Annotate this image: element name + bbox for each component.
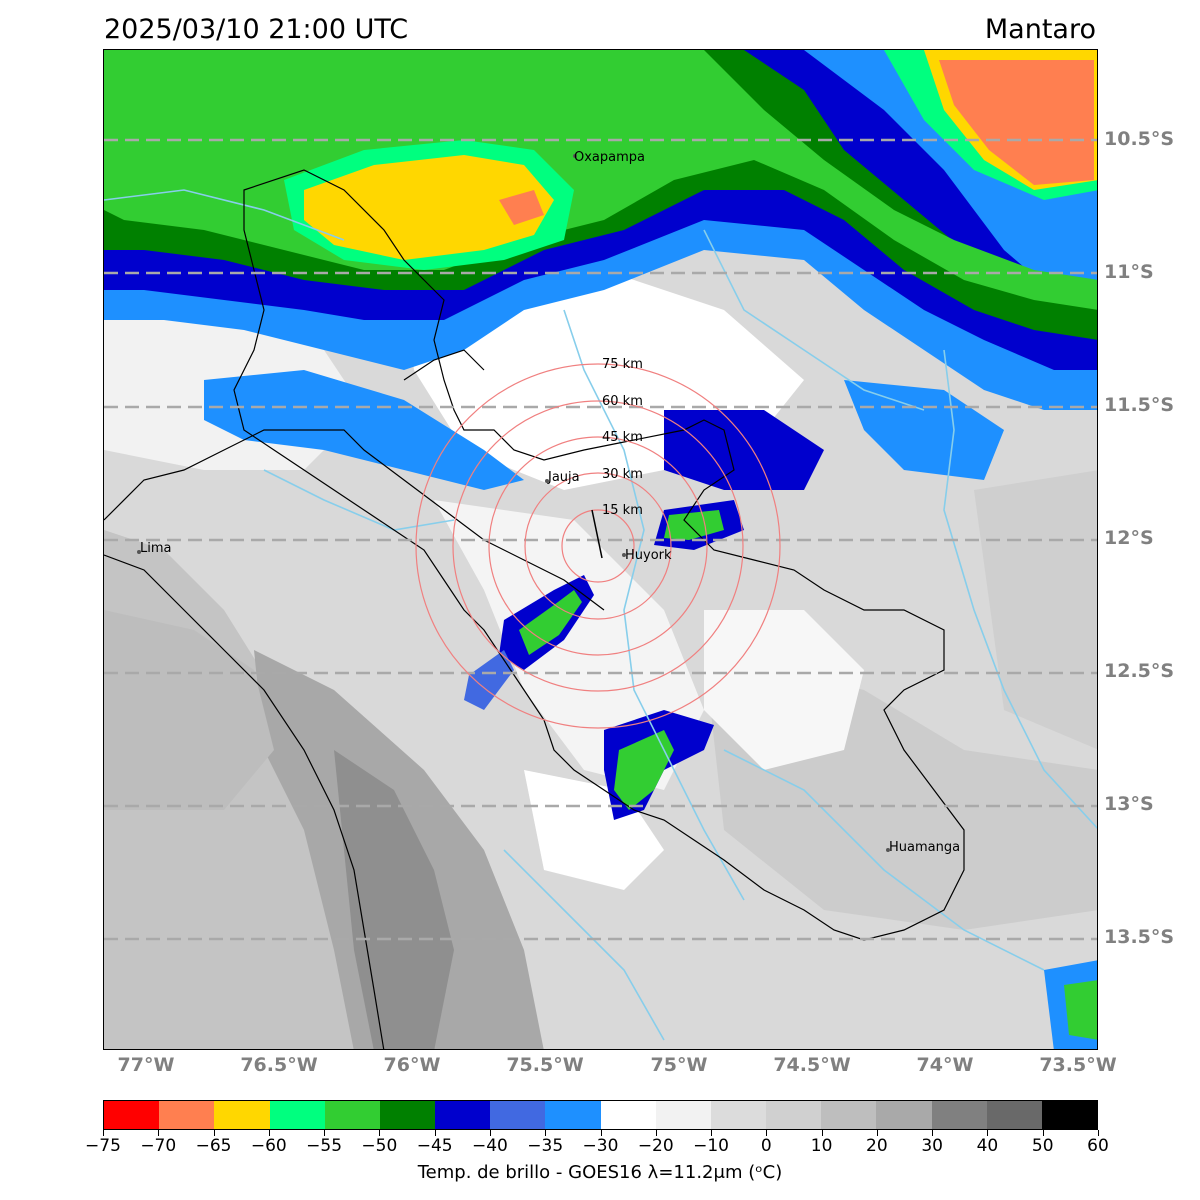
satellite-map: 15 km 30 km 45 km 60 km 75 km Oxapampa J…: [103, 49, 1098, 1050]
colorbar-tick-label: −45: [416, 1136, 453, 1156]
colorbar-tick-label: −10: [693, 1136, 729, 1156]
colorbar-tick-label: 40: [976, 1136, 999, 1156]
colorbar-tick: [932, 1130, 934, 1136]
colorbar-tick: [821, 1130, 823, 1136]
colorbar-cell: [655, 1101, 711, 1129]
colorbar-tick: [103, 1130, 104, 1136]
lon-label-76: 76°W: [383, 1054, 441, 1076]
lon-label-75: 75°W: [650, 1054, 708, 1076]
colorbar-cell: [710, 1101, 767, 1129]
colorbar-cell: [545, 1101, 601, 1129]
colorbar-cell: [931, 1101, 987, 1129]
station-marker: [591, 509, 603, 559]
lon-label-77: 77°W: [117, 1054, 175, 1076]
colorbar-tick: [545, 1130, 547, 1136]
ring-label-30: 30 km: [602, 467, 643, 482]
colorbar-cell: [324, 1101, 380, 1129]
lon-label-76-5: 76.5°W: [240, 1054, 318, 1076]
colorbar-tick-label: 60: [1087, 1136, 1109, 1156]
colorbar: [103, 1100, 1098, 1130]
lat-label-13-5: 13.5°S: [1104, 926, 1175, 948]
lon-label-73-5: 73.5°W: [1039, 1054, 1117, 1076]
colorbar-tick: [876, 1130, 878, 1136]
colorbar-cell: [876, 1101, 932, 1129]
colorbar-cell: [159, 1101, 215, 1129]
colorbar-tick: [213, 1130, 215, 1136]
colorbar-cell: [1041, 1101, 1098, 1129]
lon-label-74-5: 74.5°W: [773, 1054, 851, 1076]
colorbar-tick-label: −65: [195, 1136, 232, 1156]
colorbar-cell: [379, 1101, 436, 1129]
lat-label-11-5: 11.5°S: [1104, 394, 1175, 416]
colorbar-cell: [986, 1101, 1042, 1129]
colorbar-tick-label: 0: [760, 1136, 772, 1156]
ring-label-60: 60 km: [602, 394, 643, 409]
map-canvas: 15 km 30 km 45 km 60 km 75 km Oxapampa J…: [104, 50, 1097, 1049]
colorbar-tick: [158, 1130, 160, 1136]
colorbar-tick: [434, 1130, 436, 1136]
colorbar-cell: [766, 1101, 822, 1129]
colorbar-cell: [104, 1101, 160, 1129]
colorbar-cell: [821, 1101, 877, 1129]
colorbar-label: Temp. de brillo - GOES16 λ=11.2μm (ᵒC): [417, 1162, 783, 1183]
colorbar-tick-label: 20: [866, 1136, 888, 1156]
colorbar-tick-label: 10: [810, 1136, 833, 1156]
colorbar-cell: [214, 1101, 270, 1129]
colorbar-tick: [600, 1130, 602, 1136]
ring-label-15: 15 km: [602, 503, 643, 518]
colorbar-tick-label: −55: [306, 1136, 343, 1156]
colorbar-tick: [379, 1130, 381, 1136]
place-huamanga: Huamanga: [889, 840, 960, 855]
colorbar-cell: [435, 1101, 491, 1129]
ring-label-45: 45 km: [602, 430, 643, 445]
colorbar-tick-label: −60: [250, 1136, 287, 1156]
colorbar-tick: [489, 1130, 491, 1136]
colorbar-cell: [269, 1101, 325, 1129]
colorbar-tick-label: −30: [582, 1136, 619, 1156]
lat-label-11: 11°S: [1104, 261, 1154, 283]
colorbar-tick: [987, 1130, 989, 1136]
lat-label-12: 12°S: [1104, 527, 1154, 549]
place-lima: Lima: [140, 541, 171, 556]
region-title: Mantaro: [984, 14, 1096, 45]
lat-label-10-5: 10.5°S: [1104, 128, 1175, 150]
colorbar-tick: [766, 1130, 768, 1136]
lat-gridlines: [104, 138, 1097, 941]
colorbar-tick: [268, 1130, 270, 1136]
lat-label-13: 13°S: [1104, 793, 1154, 815]
colorbar-tick-label: 30: [921, 1136, 943, 1156]
colorbar-cell: [490, 1101, 546, 1129]
datetime-title: 2025/03/10 21:00 UTC: [104, 14, 409, 45]
colorbar-tick-label: −35: [527, 1136, 564, 1156]
lon-label-75-5: 75.5°W: [506, 1054, 584, 1076]
colorbar-tick-label: −20: [637, 1136, 674, 1156]
boundaries: [104, 169, 965, 1049]
rivers: [104, 189, 1097, 1041]
place-labels: Oxapampa Jauja Huyork Lima Huamanga: [137, 150, 960, 855]
place-oxapampa: Oxapampa: [574, 150, 645, 165]
ring-labels: 15 km 30 km 45 km 60 km 75 km: [602, 357, 643, 518]
place-jauja: Jauja: [547, 470, 580, 485]
colorbar-tick-label: −70: [140, 1136, 177, 1156]
place-huyork: Huyork: [625, 548, 672, 563]
lat-label-12-5: 12.5°S: [1104, 660, 1175, 682]
colorbar-tick: [324, 1130, 326, 1136]
ring-label-75: 75 km: [602, 357, 643, 372]
colorbar-cell: [600, 1101, 656, 1129]
lon-label-74: 74°W: [916, 1054, 974, 1076]
colorbar-tick-label: −75: [85, 1136, 121, 1156]
colorbar-tick: [655, 1130, 657, 1136]
colorbar-tick: [711, 1130, 713, 1136]
colorbar-tick: [1042, 1130, 1044, 1136]
colorbar-tick-label: −40: [471, 1136, 508, 1156]
colorbar-tick: [1098, 1130, 1099, 1136]
range-rings: [415, 363, 781, 729]
colorbar-tick-label: 50: [1031, 1136, 1054, 1156]
colorbar-tick-label: −50: [361, 1136, 398, 1156]
